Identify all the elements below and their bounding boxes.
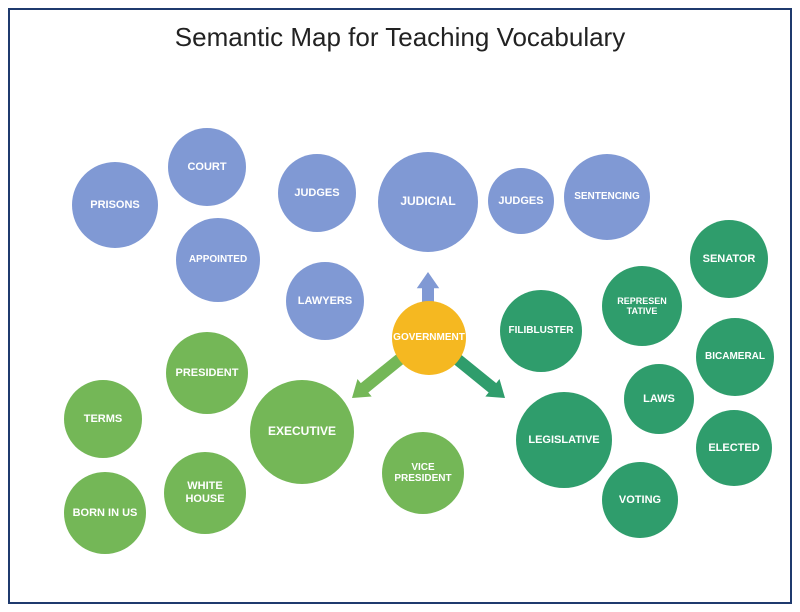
node-elected: ELECTED — [696, 410, 772, 486]
diagram-canvas: GOVERNMENT JUDICIAL PRISONS COURT JUDGES JUDG… — [10, 10, 790, 602]
node-label: WHITE HOUSE — [168, 480, 242, 505]
node-vp: VICE PRESIDENT — [382, 432, 464, 514]
node-voting: VOTING — [602, 462, 678, 538]
node-label: GOVERNMENT — [393, 332, 465, 344]
node-appointed: APPOINTED — [176, 218, 260, 302]
node-prisons: PRISONS — [72, 162, 158, 248]
node-bornus: BORN IN US — [64, 472, 146, 554]
node-label: LAWS — [643, 393, 675, 406]
node-label: APPOINTED — [189, 254, 247, 266]
node-judges1: JUDGES — [278, 154, 356, 232]
node-label: JUDGES — [294, 187, 339, 200]
node-label: LEGISLATIVE — [528, 434, 599, 447]
node-label: ELECTED — [708, 442, 759, 455]
node-representative: REPRESEN TATIVE — [602, 266, 682, 346]
node-label: JUDICIAL — [400, 195, 455, 209]
node-label: LAWYERS — [298, 295, 352, 308]
node-label: JUDGES — [498, 195, 543, 208]
node-label: SENATOR — [703, 253, 756, 266]
node-label: VICE PRESIDENT — [386, 462, 460, 485]
node-label: FILIBLUSTER — [509, 325, 574, 337]
node-judges2: JUDGES — [488, 168, 554, 234]
node-label: PRESIDENT — [176, 367, 239, 380]
node-senator: SENATOR — [690, 220, 768, 298]
node-judicial: JUDICIAL — [378, 152, 478, 252]
node-whitehouse: WHITE HOUSE — [164, 452, 246, 534]
node-label: SENTENCING — [574, 191, 640, 203]
node-label: TERMS — [84, 413, 123, 426]
diagram-frame: Semantic Map for Teaching Vocabulary GOV… — [0, 0, 800, 612]
node-lawyers: LAWYERS — [286, 262, 364, 340]
node-label: COURT — [187, 161, 226, 174]
node-filibuster: FILIBLUSTER — [500, 290, 582, 372]
node-label: BICAMERAL — [705, 351, 765, 363]
node-label: REPRESEN TATIVE — [606, 296, 678, 317]
node-government: GOVERNMENT — [392, 301, 466, 375]
node-court: COURT — [168, 128, 246, 206]
node-label: VOTING — [619, 494, 661, 507]
node-executive: EXECUTIVE — [250, 380, 354, 484]
node-laws: LAWS — [624, 364, 694, 434]
node-sentencing: SENTENCING — [564, 154, 650, 240]
node-label: PRISONS — [90, 199, 140, 212]
node-legislative: LEGISLATIVE — [516, 392, 612, 488]
node-president: PRESIDENT — [166, 332, 248, 414]
node-terms: TERMS — [64, 380, 142, 458]
node-label: BORN IN US — [73, 507, 138, 520]
node-bicameral: BICAMERAL — [696, 318, 774, 396]
node-label: EXECUTIVE — [268, 425, 336, 439]
